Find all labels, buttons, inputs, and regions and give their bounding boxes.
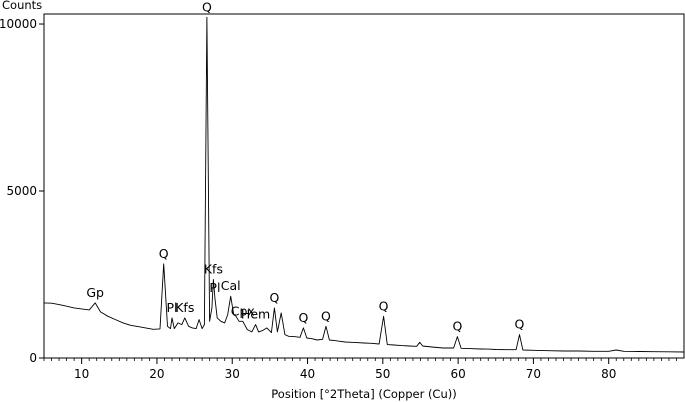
x-tick-label: 40 (300, 367, 315, 381)
peak-label: Q (321, 308, 331, 323)
x-tick-label: 50 (375, 367, 390, 381)
x-axis-title: Position [°2Theta] (Copper (Cu)) (271, 387, 456, 401)
peak-label: Pl (209, 280, 220, 295)
peak-label: Kfs (204, 262, 223, 277)
plot-frame (43, 13, 685, 359)
y-tick-label: 10000 (0, 17, 37, 31)
peak-label: Q (379, 298, 389, 313)
y-axis-ticks: 0 5000 10000 (0, 17, 44, 365)
x-axis-ticks: 10 20 30 40 50 60 70 80 (74, 358, 616, 381)
x-tick-label: 80 (601, 367, 616, 381)
y-axis-title: Counts (2, 0, 42, 12)
peak-label: Q (515, 317, 525, 332)
peak-label: Q (159, 246, 169, 261)
y-tick-label: 5000 (6, 184, 37, 198)
peak-label: Pl (166, 300, 177, 315)
peak-label: Gp (86, 285, 104, 300)
x-tick-label: 10 (74, 367, 89, 381)
peak-label: Cpx (231, 303, 255, 318)
x-tick-label: 60 (450, 367, 465, 381)
peak-label: Q (298, 310, 308, 325)
peak-label: Cal (221, 278, 241, 293)
peak-label: Q (269, 290, 279, 305)
peak-label: Q (202, 0, 212, 14)
x-tick-label: 30 (225, 367, 240, 381)
x-minor-ticks (43, 358, 677, 361)
y-tick-label: 0 (29, 351, 37, 365)
x-tick-label: 20 (149, 367, 164, 381)
diffraction-pattern-line (43, 16, 685, 353)
peak-label: Q (452, 319, 462, 334)
peak-label: Kfs (175, 300, 194, 315)
peak-label: Hem (241, 307, 270, 322)
x-tick-label: 70 (526, 367, 541, 381)
